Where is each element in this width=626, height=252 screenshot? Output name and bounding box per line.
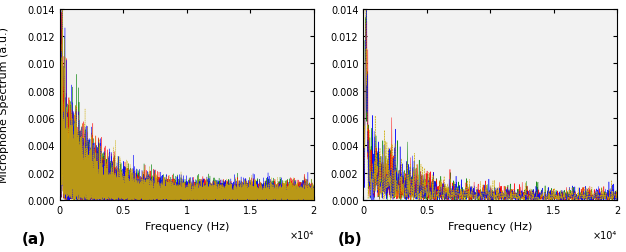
Text: (a): (a) — [21, 231, 46, 246]
X-axis label: Frequency (Hz): Frequency (Hz) — [145, 221, 229, 231]
Text: (b): (b) — [338, 231, 362, 246]
Y-axis label: Microphone Spectrum (a.u.): Microphone Spectrum (a.u.) — [0, 27, 9, 183]
Text: ×10⁴: ×10⁴ — [593, 230, 617, 240]
Text: ×10⁴: ×10⁴ — [289, 230, 314, 240]
X-axis label: Frequency (Hz): Frequency (Hz) — [448, 221, 533, 231]
